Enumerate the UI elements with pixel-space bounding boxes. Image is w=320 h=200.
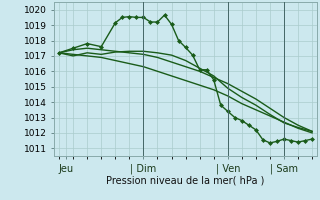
X-axis label: Pression niveau de la mer( hPa ): Pression niveau de la mer( hPa ) xyxy=(107,176,265,186)
